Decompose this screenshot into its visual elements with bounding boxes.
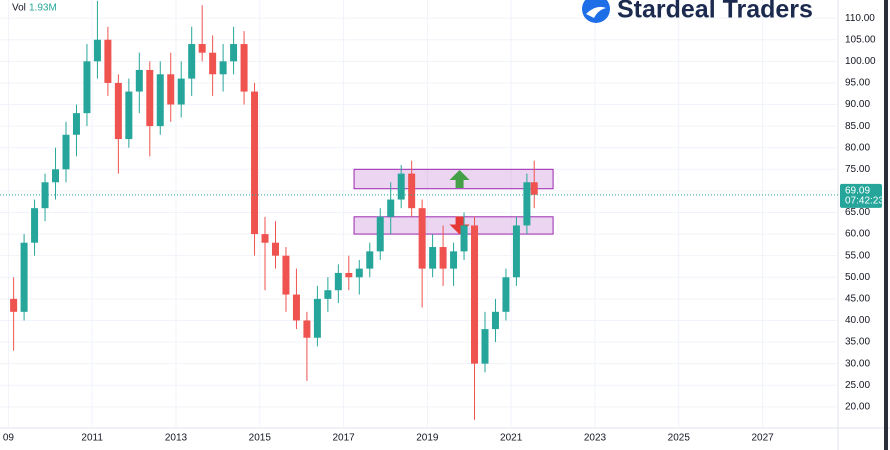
candle-body xyxy=(397,173,405,200)
candle-body xyxy=(146,69,154,127)
candle-body xyxy=(471,225,479,364)
y-tick-label: 35.00 xyxy=(845,337,870,348)
candle-body xyxy=(156,74,164,127)
y-tick-label: 95.00 xyxy=(845,78,870,89)
brand-name: Stardeal Traders xyxy=(617,0,813,24)
candle-body xyxy=(52,169,60,183)
candle-body xyxy=(418,208,426,269)
y-tick-label: 105.00 xyxy=(845,34,876,45)
candle-body xyxy=(366,251,374,269)
candle-body xyxy=(230,44,238,62)
candle-body xyxy=(31,208,39,243)
x-tick-label: 2019 xyxy=(416,433,439,444)
y-tick-label: 85.00 xyxy=(845,121,870,132)
candle-body xyxy=(523,182,531,226)
candle-body xyxy=(219,61,227,75)
candle-body xyxy=(282,255,290,295)
y-tick-label: 80.00 xyxy=(845,142,870,153)
x-tick-label: 2011 xyxy=(81,433,103,444)
candle-body xyxy=(10,298,18,312)
candle-body xyxy=(512,225,520,278)
candle-body xyxy=(376,216,384,252)
y-tick-label: 40.00 xyxy=(845,315,870,326)
x-tick-label: 2027 xyxy=(751,433,774,444)
y-tick-label: 50.00 xyxy=(845,272,870,283)
candle-body xyxy=(387,199,395,217)
candle-body xyxy=(460,225,468,252)
y-tick-label: 90.00 xyxy=(845,99,870,110)
candle-body xyxy=(429,247,437,269)
y-tick-label: 45.00 xyxy=(845,294,870,305)
arrow-down xyxy=(449,216,470,235)
y-tick-label: 20.00 xyxy=(845,401,870,412)
y-tick-label: 60.00 xyxy=(845,229,870,240)
price-badge xyxy=(840,183,882,208)
logo: Stardeal Traders xyxy=(582,0,813,24)
candle-body xyxy=(251,91,259,235)
x-tick-label: 2013 xyxy=(165,433,188,444)
candle-body xyxy=(114,82,122,140)
candle-body xyxy=(261,234,269,243)
y-tick-label: 110.00 xyxy=(845,13,875,24)
candle-body xyxy=(324,290,332,299)
x-tick-label: 2017 xyxy=(332,433,355,444)
volume-label: Vol xyxy=(12,3,26,14)
candle-body xyxy=(62,134,70,170)
candle-body xyxy=(408,173,416,209)
candle-body xyxy=(167,74,175,105)
x-tick-label: 2023 xyxy=(584,433,607,444)
candle-body xyxy=(491,311,499,330)
x-tick-label: 2015 xyxy=(249,433,272,444)
arrow-up xyxy=(449,170,470,189)
candle-body xyxy=(93,39,101,62)
x-tick-label: 09 xyxy=(3,433,15,444)
y-tick-label: 30.00 xyxy=(845,358,870,369)
y-tick-label: 100.00 xyxy=(845,56,876,67)
countdown: 07:42:23 xyxy=(845,195,884,206)
volume-value: 1.93M xyxy=(29,3,57,14)
x-tick-label: 2021 xyxy=(500,433,523,444)
candle-body xyxy=(135,69,143,92)
candle-body xyxy=(104,39,112,83)
candle-body xyxy=(209,52,217,75)
candle-body xyxy=(450,251,458,269)
logo-mark xyxy=(586,6,606,18)
candle-body xyxy=(198,44,206,53)
candle-body xyxy=(502,277,510,312)
candle-body xyxy=(271,242,279,256)
last-price-label: 69.09 xyxy=(845,185,870,196)
candle-body xyxy=(481,329,489,364)
candle-body xyxy=(355,268,363,278)
x-tick-label: 2025 xyxy=(668,433,691,444)
candle-body xyxy=(188,44,196,79)
candle-body xyxy=(292,294,300,321)
y-tick-label: 55.00 xyxy=(845,250,870,261)
candle-body xyxy=(334,272,342,291)
y-tick-label: 25.00 xyxy=(845,380,870,391)
candle-body xyxy=(439,247,447,269)
candle-body xyxy=(83,61,91,114)
candle-body xyxy=(530,182,538,195)
candle-body xyxy=(240,44,248,92)
plot-area xyxy=(0,0,838,428)
y-tick-label: 65.00 xyxy=(845,207,870,218)
candle-body xyxy=(177,78,185,105)
candle-body xyxy=(125,91,133,140)
y-tick-label: 75.00 xyxy=(845,164,870,175)
candle-body xyxy=(313,298,321,338)
candle-body xyxy=(72,113,80,135)
candle-body xyxy=(303,320,311,338)
candle-body xyxy=(345,272,353,278)
candle-body xyxy=(20,242,28,312)
